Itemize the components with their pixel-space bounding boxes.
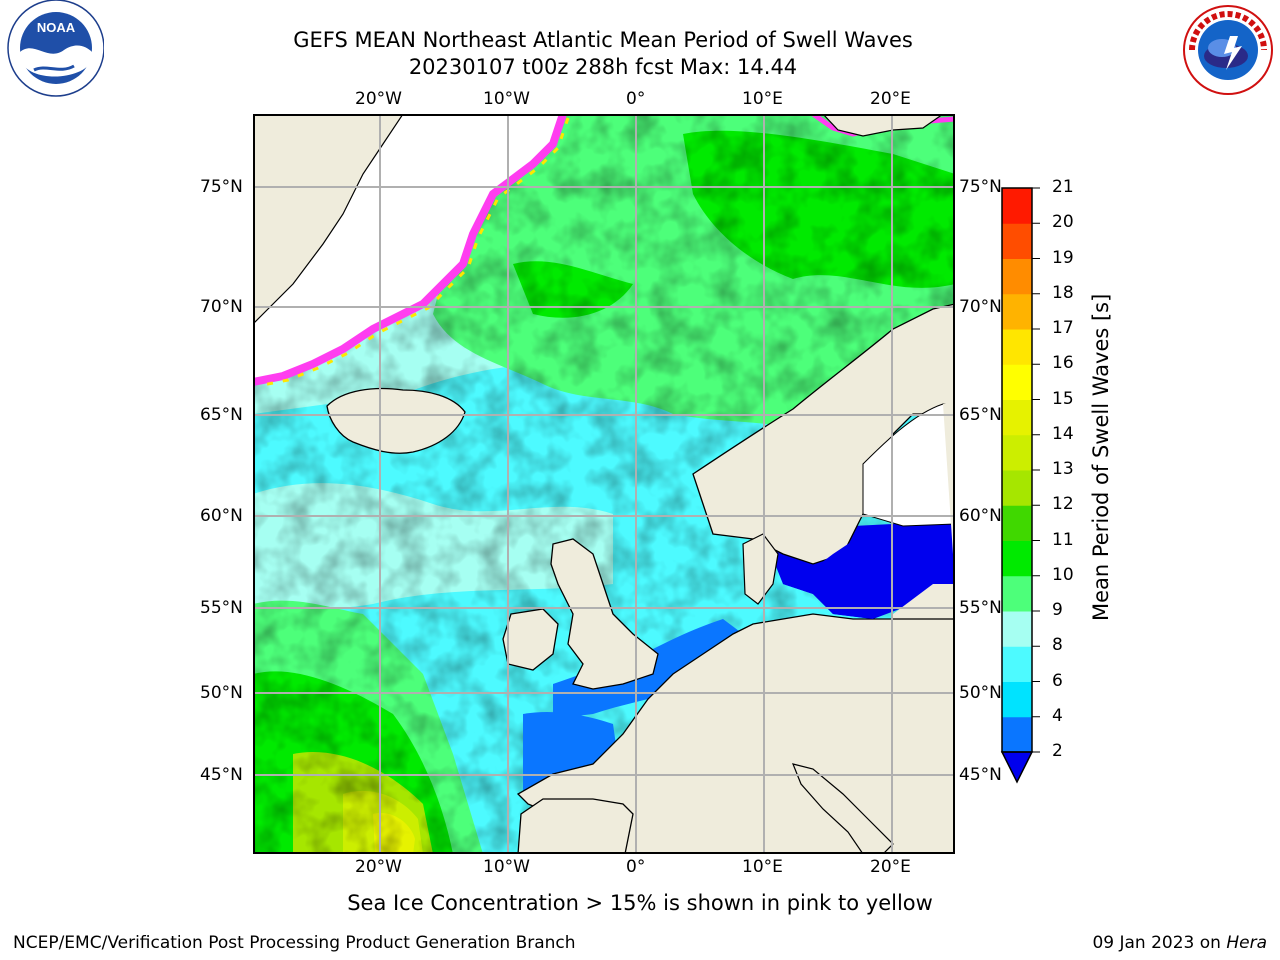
title-line-2: 20230107 t00z 288h fcst Max: 14.44 [408, 55, 798, 79]
lat-label-left-50n: 50°N [200, 683, 243, 703]
colorbar-tick-label: 6 [1052, 670, 1063, 691]
colorbar-tick-labels: 2 4 6 8 9 10 11 12 13 14 15 16 17 18 19 20 21 [1052, 177, 1092, 786]
colorbar-swatch [1002, 646, 1032, 682]
scandinavia [692, 303, 955, 565]
lon-label-bottom-20e: 20°E [870, 857, 911, 877]
iceland [326, 387, 466, 454]
colorbar-swatch [1002, 540, 1032, 577]
map-panel [253, 114, 955, 854]
lat-label-right-70n: 70°N [959, 297, 1002, 317]
lat-label-left-60n: 60°N [200, 506, 243, 526]
noaa-logo-text: NOAA [37, 20, 76, 35]
colorbar-tick-label: 12 [1052, 494, 1074, 515]
colorbar [1000, 186, 1046, 786]
colorbar-tick-label: 11 [1052, 529, 1074, 550]
colorbar-swatch [1002, 258, 1032, 295]
ireland [502, 608, 559, 671]
colorbar-swatch [1002, 611, 1032, 647]
map-frame [253, 114, 955, 854]
colorbar-swatch [1002, 399, 1032, 436]
map-graticule [253, 114, 955, 854]
footer-date: 09 Jan 2023 on Hera [1092, 933, 1267, 953]
lat-label-right-65n: 65°N [959, 405, 1002, 425]
colorbar-tick-label: 8 [1052, 635, 1063, 656]
colorbar-swatch [1002, 681, 1032, 718]
great-britain [550, 538, 659, 690]
lat-label-right-60n: 60°N [959, 506, 1002, 526]
noaa-logo: NOAA [4, 0, 105, 100]
lon-label-top-10e: 10°E [742, 89, 783, 109]
lat-label-left-45n: 45°N [200, 765, 243, 785]
colorbar-extend-arrow [1000, 751, 1034, 784]
lon-label-bottom-10w: 10°W [483, 857, 530, 877]
colorbar-tick-label: 17 [1052, 318, 1074, 338]
lon-label-top-20w: 20°W [355, 89, 402, 109]
colorbar-graphic [1000, 187, 1040, 784]
lon-label-top-0: 0° [626, 89, 646, 109]
colorbar-swatch [1002, 505, 1032, 541]
colorbar-swatch [1002, 575, 1032, 612]
colorbar-swatch [1002, 434, 1032, 471]
colorbar-swatch [1002, 470, 1032, 506]
footer-date-text: 09 Jan 2023 on [1092, 933, 1227, 953]
colorbar-swatch [1002, 223, 1032, 259]
footer-credit: NCEP/EMC/Verification Post Processing Pr… [13, 933, 576, 953]
nws-logo [1180, 2, 1276, 98]
lon-label-bottom-0: 0° [626, 857, 646, 877]
lon-label-top-10w: 10°W [483, 89, 530, 109]
sea-ice-edge [253, 114, 567, 386]
iberia [517, 798, 634, 854]
colorbar-tick-label: 16 [1052, 353, 1074, 374]
lat-label-left-75n: 75°N [200, 177, 243, 197]
colorbar-tick-label: 15 [1052, 388, 1074, 409]
lat-label-right-55n: 55°N [959, 598, 1002, 618]
colorbar-tick-label: 10 [1052, 564, 1074, 585]
colorbar-swatch [1002, 293, 1032, 330]
footer-host: Hera [1226, 933, 1267, 953]
colorbar-tick-label: 4 [1052, 705, 1063, 726]
title-line-1: GEFS MEAN Northeast Atlantic Mean Period… [293, 28, 913, 52]
colorbar-tick-label: 21 [1052, 177, 1074, 197]
colorbar-tick-label: 20 [1052, 212, 1074, 233]
colorbar-tick-label: 14 [1052, 423, 1074, 444]
lat-label-right-75n: 75°N [959, 177, 1002, 197]
colorbar-swatch [1002, 329, 1032, 365]
colorbar-swatch [1002, 716, 1032, 753]
colorbar-title: Mean Period of Swell Waves [s] [1089, 293, 1113, 621]
lat-label-left-65n: 65°N [200, 405, 243, 425]
lat-label-right-45n: 45°N [959, 765, 1002, 785]
lat-label-left-70n: 70°N [200, 297, 243, 317]
lon-label-bottom-10e: 10°E [742, 857, 783, 877]
colorbar-swatch [1002, 188, 1032, 224]
colorbar-tick-label: 18 [1052, 282, 1074, 303]
colorbar-swatch [1002, 364, 1032, 400]
colorbar-tick-label: 9 [1052, 600, 1063, 620]
lon-label-top-20e: 20°E [870, 89, 911, 109]
sea-ice-note: Sea Ice Concentration > 15% is shown in … [347, 891, 933, 915]
lat-label-right-50n: 50°N [959, 683, 1002, 703]
colorbar-tick-label: 19 [1052, 247, 1074, 268]
lon-label-bottom-20w: 20°W [355, 857, 402, 877]
colorbar-tick-label: 13 [1052, 459, 1074, 479]
colorbar-tick-label: 2 [1052, 741, 1063, 761]
lat-label-left-55n: 55°N [200, 598, 243, 618]
